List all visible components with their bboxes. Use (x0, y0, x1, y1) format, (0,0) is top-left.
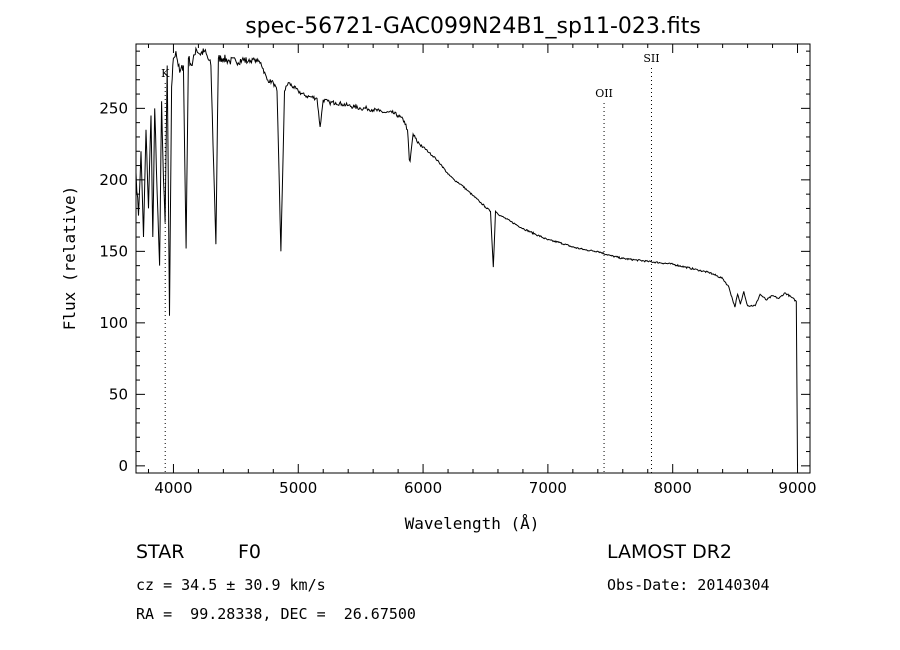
x-tick-label: 5000 (279, 479, 317, 497)
y-tick-label: 150 (99, 242, 128, 260)
object-subclass: F0 (238, 541, 262, 563)
x-tick-label: 4000 (154, 479, 192, 497)
line-markers: K OII SII (161, 52, 660, 473)
object-class: STAR (136, 541, 185, 563)
y-tick-label: 250 (99, 99, 128, 117)
x-tick-label: 9000 (778, 479, 816, 497)
y-tick-label: 100 (99, 314, 128, 332)
axis-ticks: 4000 5000 6000 7000 8000 9000 0 50 100 150 200 250 (99, 44, 817, 497)
chart-title: spec-56721-GAC099N24B1_sp11-023.fits (245, 14, 701, 39)
y-tick-label: 50 (109, 385, 128, 403)
x-tick-label: 7000 (529, 479, 567, 497)
x-tick-label: 6000 (404, 479, 442, 497)
marker-label-k: K (161, 67, 170, 80)
y-axis-label: Flux (relative) (60, 186, 79, 331)
marker-label-oii: OII (595, 87, 613, 100)
survey-name: LAMOST DR2 (607, 541, 732, 563)
velocity-readout: cz = 34.5 ± 30.9 km/s (136, 576, 326, 594)
marker-label-sii: SII (643, 52, 659, 65)
spectrum-line (135, 46, 798, 466)
coordinates-readout: RA = 99.28338, DEC = 26.67500 (136, 605, 416, 623)
x-tick-label: 8000 (654, 479, 692, 497)
y-tick-label: 200 (99, 171, 128, 189)
plot-frame (135, 43, 811, 474)
y-tick-label: 0 (118, 457, 128, 475)
x-axis-label: Wavelength (Å) (405, 514, 540, 533)
observation-date: Obs-Date: 20140304 (607, 576, 770, 594)
